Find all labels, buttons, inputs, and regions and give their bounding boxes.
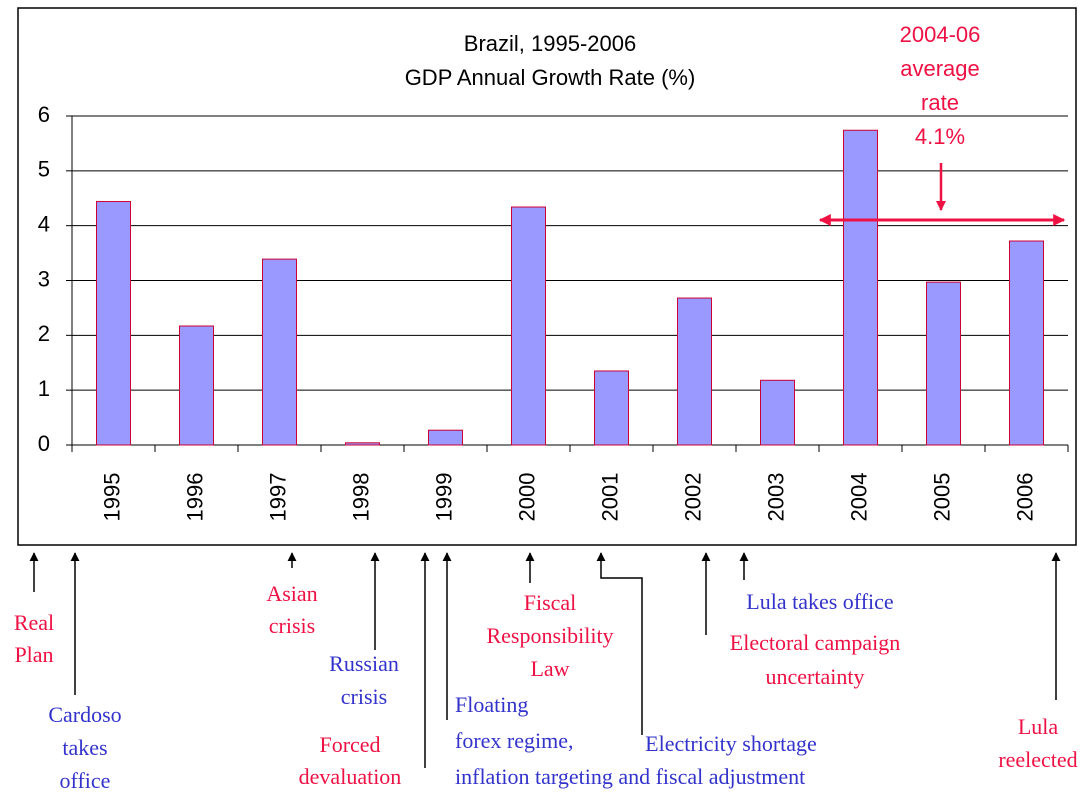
event-label: inflation targeting and fiscal adjustmen… [455, 764, 805, 789]
bar [262, 258, 297, 446]
x-tick-label: 2002 [680, 473, 705, 522]
event-label: reelected [998, 747, 1077, 772]
chart-frame [17, 7, 1077, 546]
y-tick-label: 1 [38, 376, 50, 401]
x-tick-label: 1998 [348, 473, 373, 522]
bar [179, 325, 214, 446]
event-label: crisis [341, 684, 387, 709]
y-tick-label: 5 [38, 157, 50, 182]
event-label: crisis [269, 613, 315, 638]
event-label: Real [14, 610, 54, 635]
bar [594, 370, 629, 446]
event-label: Forced [319, 732, 380, 757]
event-label: Responsibility [486, 623, 613, 648]
x-tick-label: 1997 [265, 473, 290, 522]
y-tick-label: 3 [38, 266, 50, 291]
x-tick-label: 1995 [99, 473, 124, 522]
bar [511, 206, 546, 446]
bar [677, 297, 712, 446]
x-tick-label: 1996 [182, 473, 207, 522]
event-label: forex regime, [455, 728, 574, 753]
bar [760, 379, 795, 446]
bar [1009, 240, 1044, 446]
event-label: Russian [329, 651, 399, 676]
event-label: Cardoso [48, 702, 121, 727]
chart-title: GDP Annual Growth Rate (%) [405, 65, 696, 90]
annotation: 4.1% [915, 124, 965, 149]
x-tick-label: 2001 [597, 473, 622, 522]
y-tick-label: 6 [38, 102, 50, 127]
event-label: Electricity shortage [645, 731, 817, 756]
x-tick-label: 2003 [763, 473, 788, 522]
chart-title: Brazil, 1995-2006 [464, 31, 636, 56]
x-tick-label: 2004 [846, 473, 871, 522]
y-tick-label: 2 [38, 321, 50, 346]
event-label: takes [62, 735, 107, 760]
bar [345, 442, 380, 446]
annotation: rate [921, 90, 959, 115]
x-tick-label: 1999 [431, 473, 456, 522]
bar [96, 201, 131, 446]
event-label: Electoral campaign [730, 630, 900, 655]
x-tick-label: 2000 [514, 473, 539, 522]
bar [428, 429, 463, 446]
event-label: Plan [14, 642, 53, 667]
event-label: Fiscal [524, 590, 577, 615]
event-label: Asian [266, 581, 317, 606]
y-tick-label: 0 [38, 431, 50, 456]
annotation: 2004-06 [900, 22, 981, 47]
x-tick-label: 2005 [929, 473, 954, 522]
event-label: Law [530, 656, 569, 681]
event-arrow [596, 552, 643, 735]
event-label: Floating [455, 692, 528, 717]
event-label: Lula takes office [746, 589, 893, 614]
event-label: devaluation [299, 764, 402, 789]
y-tick-label: 4 [38, 211, 50, 236]
bar [926, 281, 961, 446]
bar [843, 129, 878, 446]
annotation: average [900, 56, 980, 81]
event-label: uncertainty [766, 664, 865, 689]
event-label: office [60, 768, 111, 793]
event-label: Lula [1018, 714, 1059, 739]
x-tick-label: 2006 [1012, 473, 1037, 522]
